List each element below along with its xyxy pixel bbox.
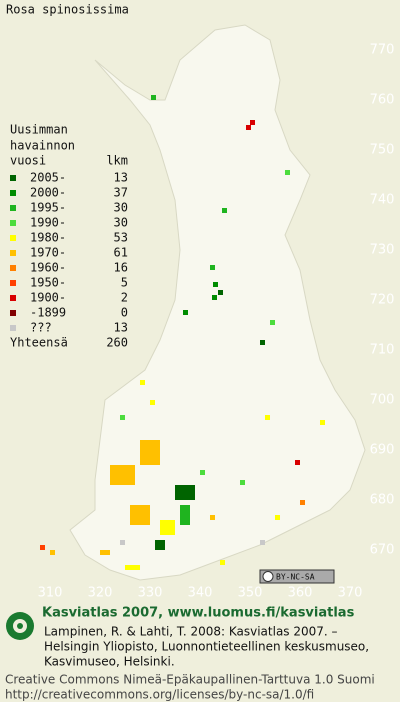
northing-label: 690	[370, 443, 395, 458]
citation-line: Kasvimuseo, Helsinki.	[44, 655, 175, 669]
legend-swatch	[10, 175, 16, 181]
legend-count: 61	[114, 246, 128, 260]
legend-swatch	[10, 190, 16, 196]
easting-label: 350	[238, 586, 263, 601]
legend-count: 37	[114, 186, 128, 200]
northing-label: 710	[370, 343, 395, 358]
license-badge: BY-NC-SA	[259, 569, 335, 584]
legend-count: 16	[114, 261, 128, 275]
legend-label: ???	[30, 321, 52, 335]
legend-total: 260	[106, 336, 128, 350]
title: Rosa spinosissima	[6, 3, 129, 17]
legend-count: 13	[114, 321, 128, 335]
legend-label: 1980-	[30, 231, 66, 245]
license-line: Creative Commons Nimeä-Epäkaupallinen-Ta…	[5, 673, 375, 687]
northing-label: 700	[370, 393, 395, 408]
legend-header: Uusimman	[10, 123, 68, 137]
legend-swatch	[10, 265, 16, 271]
legend-label: 1950-	[30, 276, 66, 290]
easting-label: 340	[188, 586, 213, 601]
legend-label: -1899	[30, 306, 66, 320]
legend-label: 1900-	[30, 291, 66, 305]
legend-label: 1995-	[30, 201, 66, 215]
legend-total-label: Yhteensä	[10, 336, 68, 350]
legend-count: 5	[121, 276, 128, 290]
easting-label: 370	[338, 586, 363, 601]
legend-count: 13	[114, 171, 128, 185]
easting-label: 310	[38, 586, 63, 601]
legend-swatch	[10, 235, 16, 241]
legend-swatch	[10, 205, 16, 211]
legend-swatch	[10, 295, 16, 301]
northing-label: 750	[370, 143, 395, 158]
legend-count: 0	[121, 306, 128, 320]
observation-squares	[40, 95, 325, 570]
legend-label: 2005-	[30, 171, 66, 185]
legend-header: havainnon	[10, 139, 75, 153]
northing-label: 670	[370, 543, 395, 558]
legend-count: 30	[114, 201, 128, 215]
legend-label: 2000-	[30, 186, 66, 200]
legend-label: 1990-	[30, 216, 66, 230]
legend-count: 53	[114, 231, 128, 245]
legend-count-header: lkm	[106, 154, 128, 168]
legend-swatch	[10, 310, 16, 316]
legend-swatch	[10, 325, 16, 331]
legend-header: vuosi	[10, 154, 46, 168]
northing-label: 730	[370, 243, 395, 258]
license-line: http://creativecommons.org/licenses/by-n…	[5, 688, 314, 702]
legend-swatch	[10, 280, 16, 286]
legend-label: 1970-	[30, 246, 66, 260]
easting-label: 330	[138, 586, 163, 601]
northing-label: 760	[370, 93, 395, 108]
legend: Uusimman havainnon vuosi lkm Yhteensä 26…	[10, 123, 128, 350]
northing-label: 680	[370, 493, 395, 508]
legend-count: 2	[121, 291, 128, 305]
northing-label: 720	[370, 293, 395, 308]
northing-label: 770	[370, 43, 395, 58]
northing-label: 740	[370, 193, 395, 208]
footer-heading: Kasviatlas 2007, www.luomus.fi/kasviatla…	[42, 606, 355, 621]
legend-swatch	[10, 220, 16, 226]
easting-label: 360	[288, 586, 313, 601]
legend-count: 30	[114, 216, 128, 230]
license-badge-text: BY-NC-SA	[276, 573, 315, 582]
legend-swatch	[10, 250, 16, 256]
map-grid-labels: 310 320 330 340 350 360 3706706806907007107207…	[38, 43, 395, 601]
easting-label: 320	[88, 586, 113, 601]
logo	[6, 612, 34, 640]
legend-label: 1960-	[30, 261, 66, 275]
citation-line: Helsingin Yliopisto, Luonnontieteellinen…	[44, 640, 369, 654]
citation-line: Lampinen, R. & Lahti, T. 2008: Kasviatla…	[44, 625, 338, 639]
